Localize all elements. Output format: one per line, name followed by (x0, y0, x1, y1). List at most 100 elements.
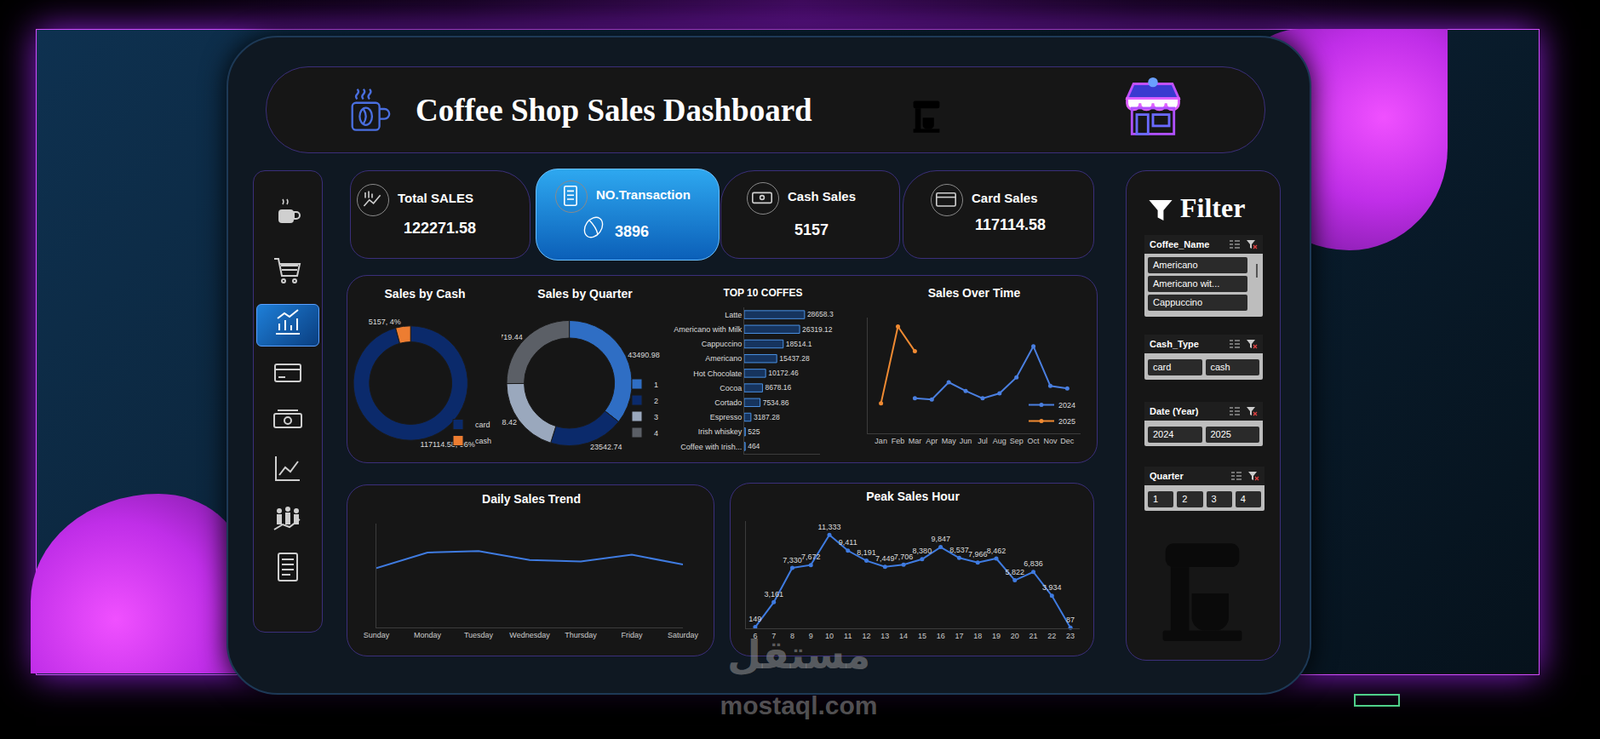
svg-text:8678.16: 8678.16 (764, 383, 792, 392)
svg-text:149: 149 (748, 614, 762, 624)
svg-text:43490.98: 43490.98 (627, 350, 660, 360)
svg-text:7,449: 7,449 (875, 554, 895, 563)
svg-text:2025: 2025 (1058, 417, 1076, 426)
svg-text:cash: cash (475, 436, 492, 446)
svg-text:18: 18 (973, 631, 982, 641)
svg-text:13: 13 (880, 631, 889, 641)
html-text:3896: 3896 (614, 223, 649, 241)
svg-text:117114.58, 96%: 117114.58, 96% (420, 440, 476, 449)
svg-text:3: 3 (653, 412, 659, 422)
html-text:Card Sales: Card Sales (971, 190, 1038, 206)
svg-text:Hot Chocolate: Hot Chocolate (693, 369, 742, 379)
svg-text:464: 464 (747, 441, 760, 451)
svg-text:9,847: 9,847 (930, 534, 951, 544)
svg-text:7534.86: 7534.86 (762, 398, 790, 408)
svg-text:Cortado: Cortado (714, 398, 742, 408)
svg-text:Monday: Monday (413, 630, 442, 640)
svg-text:16: 16 (936, 631, 946, 641)
svg-text:87: 87 (1066, 615, 1075, 625)
html-text:5157: 5157 (794, 221, 829, 239)
svg-text:Tuesday: Tuesday (464, 630, 494, 640)
svg-text:7,706: 7,706 (894, 552, 914, 562)
svg-text:28658.3: 28658.3 (807, 309, 834, 319)
html-text:مستقل: مستقل (727, 632, 871, 677)
svg-text:Coffee with Irish...: Coffee with Irish... (680, 442, 742, 452)
svg-text:TOP 10 COFFES: TOP 10 COFFES (723, 286, 803, 299)
svg-text:9,411: 9,411 (838, 538, 858, 547)
svg-text:Latte: Latte (724, 310, 742, 320)
svg-text:Jan: Jan (874, 436, 888, 446)
svg-text:8,462: 8,462 (986, 546, 1007, 556)
svg-text:525: 525 (747, 427, 760, 436)
svg-text:Aug: Aug (992, 436, 1007, 446)
html-text:Total SALES: Total SALES (397, 190, 474, 206)
svg-text:23542.74: 23542.74 (590, 442, 623, 452)
svg-text:7,966: 7,966 (968, 550, 988, 559)
svg-text:Sunday: Sunday (363, 630, 390, 640)
svg-text:17: 17 (954, 631, 964, 641)
svg-text:Saturday: Saturday (667, 630, 700, 640)
svg-text:26319.12: 26319.12 (802, 325, 833, 334)
svg-text:2024: 2024 (1058, 401, 1076, 410)
svg-text:Mar: Mar (908, 436, 923, 446)
svg-text:Cappuccino: Cappuccino (701, 339, 743, 349)
svg-text:7,672: 7,672 (801, 552, 821, 562)
svg-text:22: 22 (1047, 631, 1056, 641)
svg-text:14: 14 (899, 631, 908, 641)
svg-text:Sales by Cash: Sales by Cash (384, 286, 466, 301)
html-text:mostaql.com: mostaql.com (719, 691, 878, 720)
svg-text:Sep: Sep (1009, 436, 1024, 446)
svg-text:24518.42: 24518.42 (501, 418, 517, 427)
svg-text:18514.1: 18514.1 (785, 339, 813, 349)
svg-text:7,330: 7,330 (782, 556, 803, 565)
html-text:Coffee Shop Sales Dashboard: Coffee Shop Sales Dashboard (415, 92, 813, 128)
svg-text:Jul: Jul (977, 436, 988, 446)
html-text:117114.58: 117114.58 (974, 216, 1046, 234)
svg-text:8,191: 8,191 (856, 548, 877, 557)
svg-text:8,537: 8,537 (949, 545, 970, 555)
html-text:NO.Transaction: NO.Transaction (596, 187, 691, 202)
svg-text:6,836: 6,836 (1023, 559, 1044, 568)
svg-text:2: 2 (653, 396, 659, 406)
svg-text:23: 23 (1066, 631, 1075, 641)
svg-text:May: May (941, 436, 958, 446)
svg-text:30719.44: 30719.44 (501, 332, 523, 342)
svg-text:Thursday: Thursday (564, 630, 597, 640)
svg-text:Cocoa: Cocoa (719, 384, 742, 393)
svg-text:Sales Over Time: Sales Over Time (928, 286, 1021, 300)
svg-text:3,934: 3,934 (1042, 583, 1062, 592)
svg-text:Apr: Apr (925, 436, 938, 446)
svg-text:5,822: 5,822 (1005, 567, 1026, 577)
svg-text:Irish whiskey: Irish whiskey (698, 427, 743, 436)
svg-text:3,161: 3,161 (763, 590, 784, 599)
svg-text:19: 19 (992, 631, 1001, 641)
html-text:122271.58: 122271.58 (403, 219, 477, 237)
svg-text:20: 20 (1010, 631, 1020, 641)
svg-text:11,333: 11,333 (818, 522, 842, 532)
svg-text:5157, 4%: 5157, 4% (368, 317, 402, 327)
svg-text:15: 15 (917, 631, 927, 641)
svg-text:card: card (475, 420, 491, 430)
svg-text:Espresso: Espresso (710, 412, 743, 422)
svg-text:15437.28: 15437.28 (779, 354, 810, 363)
svg-text:10172.46: 10172.46 (768, 368, 799, 378)
svg-text:Wednesday: Wednesday (509, 630, 551, 640)
svg-text:8,380: 8,380 (912, 546, 933, 556)
svg-text:4: 4 (653, 429, 659, 438)
svg-text:Oct: Oct (1027, 436, 1041, 446)
svg-text:21: 21 (1029, 631, 1038, 641)
svg-text:1: 1 (653, 380, 659, 390)
svg-text:Dec: Dec (1060, 436, 1075, 446)
svg-text:Friday: Friday (620, 630, 643, 640)
svg-text:Americano: Americano (705, 354, 742, 363)
html-text:Cash Sales: Cash Sales (787, 189, 856, 204)
svg-text:Feb: Feb (891, 436, 906, 446)
svg-text:Jun: Jun (959, 436, 973, 446)
svg-text:Sales by Quarter: Sales by Quarter (537, 286, 633, 301)
svg-text:Peak Sales Hour: Peak Sales Hour (865, 489, 960, 504)
svg-text:Nov: Nov (1043, 436, 1058, 446)
svg-text:Daily Sales Trend: Daily Sales Trend (481, 492, 581, 506)
svg-text:Americano with Milk: Americano with Milk (673, 325, 743, 334)
html-text:Filter: Filter (1180, 192, 1246, 224)
svg-text:3187.28: 3187.28 (753, 412, 780, 422)
